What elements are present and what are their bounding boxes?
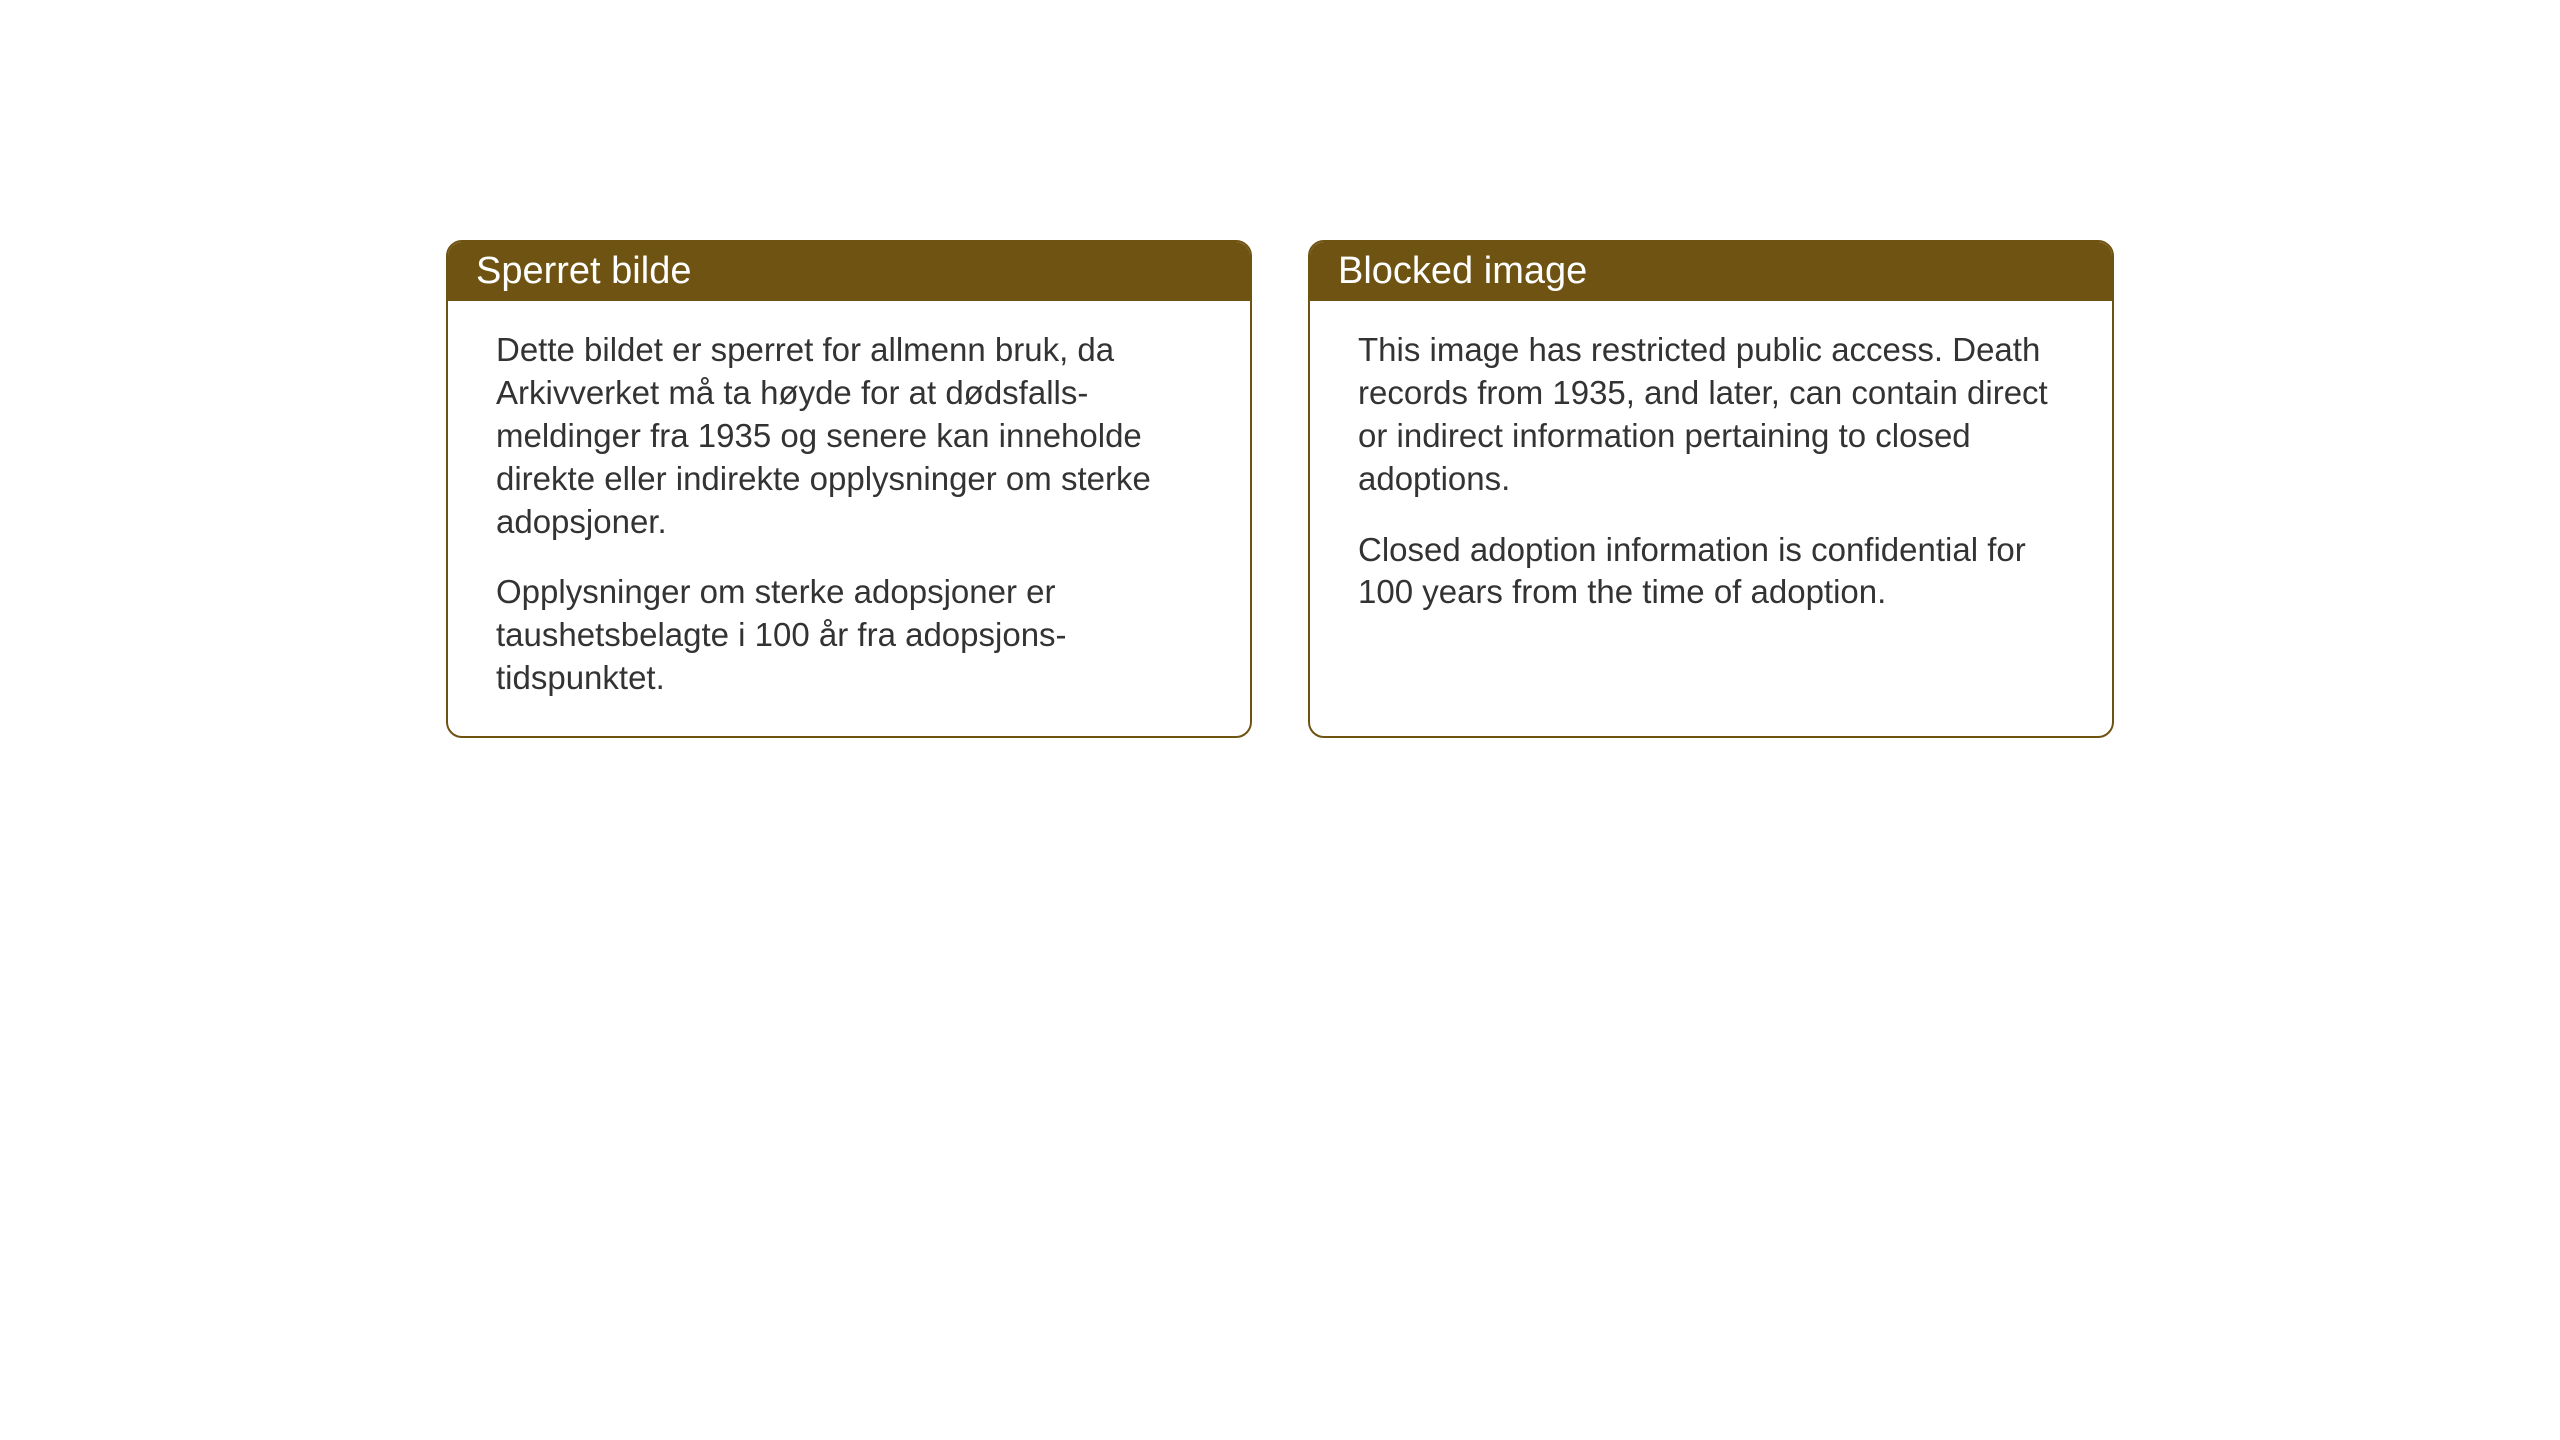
notice-paragraph-1-norwegian: Dette bildet er sperret for allmenn bruk… — [496, 329, 1202, 543]
notice-title-norwegian: Sperret bilde — [476, 250, 691, 292]
notice-title-english: Blocked image — [1338, 250, 1587, 292]
notice-box-english: Blocked image This image has restricted … — [1308, 240, 2114, 738]
notice-body-english: This image has restricted public access.… — [1310, 301, 2112, 650]
notice-paragraph-1-english: This image has restricted public access.… — [1358, 329, 2064, 501]
notice-paragraph-2-norwegian: Opplysninger om sterke adopsjoner er tau… — [496, 571, 1202, 700]
notice-box-norwegian: Sperret bilde Dette bildet er sperret fo… — [446, 240, 1252, 738]
notice-container: Sperret bilde Dette bildet er sperret fo… — [446, 240, 2114, 738]
notice-header-norwegian: Sperret bilde — [448, 242, 1250, 301]
notice-header-english: Blocked image — [1310, 242, 2112, 301]
notice-paragraph-2-english: Closed adoption information is confident… — [1358, 529, 2064, 615]
notice-body-norwegian: Dette bildet er sperret for allmenn bruk… — [448, 301, 1250, 736]
